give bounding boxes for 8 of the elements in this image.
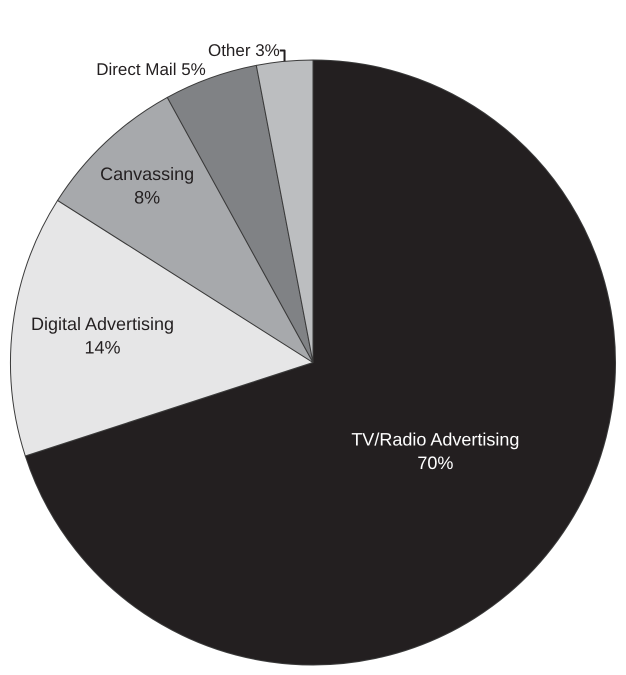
slice-label: Direct Mail 5%	[96, 60, 206, 79]
slice-label: Other 3%	[208, 40, 280, 60]
data-label: 14%	[84, 338, 121, 358]
data-label: 70%	[417, 453, 454, 474]
slice-label: TV/Radio Advertising	[351, 430, 520, 450]
slice-label: Canvassing	[100, 164, 194, 184]
data-label: 8%	[134, 188, 160, 208]
slice-label: Digital Advertising	[30, 314, 174, 334]
